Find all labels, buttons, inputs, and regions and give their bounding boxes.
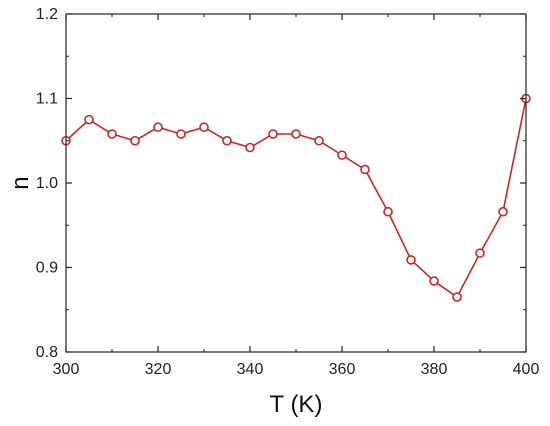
data-point: [314, 135, 324, 146]
data-point: [406, 255, 416, 265]
data-point: [452, 292, 462, 302]
y-axis-title: n: [7, 176, 34, 189]
data-point: [107, 129, 117, 139]
data-point: [337, 150, 347, 160]
x-tick-label: 320: [145, 361, 172, 378]
data-point: [291, 129, 301, 139]
data-point: [383, 206, 393, 217]
x-tick-label: 400: [513, 361, 540, 378]
y-tick-label: 1.2: [36, 6, 58, 23]
data-point: [475, 248, 485, 258]
data-point: [84, 114, 94, 125]
data-point: [360, 164, 370, 175]
x-tick-label: 360: [329, 361, 356, 378]
y-tick-label: 0.8: [36, 344, 58, 361]
x-tick-label: 380: [421, 361, 448, 378]
x-tick-label: 300: [53, 361, 80, 378]
x-tick-label: 340: [237, 361, 264, 378]
data-point: [176, 129, 186, 139]
y-tick-label: 1.0: [36, 175, 58, 192]
data-point: [429, 276, 439, 286]
data-point: [498, 206, 508, 217]
series-line: [65, 98, 527, 299]
data-point: [199, 122, 209, 133]
y-tick-label: 0.9: [36, 260, 58, 277]
data-point: [130, 135, 140, 146]
data-point: [245, 142, 255, 153]
plot-area: [61, 93, 531, 302]
data-point: [222, 135, 232, 146]
x-axis-title: T (K): [270, 391, 323, 418]
data-point: [268, 129, 278, 139]
axes: 300 320 340 360 380 400 0.8 0.9 1.0 1.1 1.2: [36, 6, 540, 378]
y-tick-label: 1.1: [36, 91, 58, 108]
data-point: [153, 122, 163, 133]
